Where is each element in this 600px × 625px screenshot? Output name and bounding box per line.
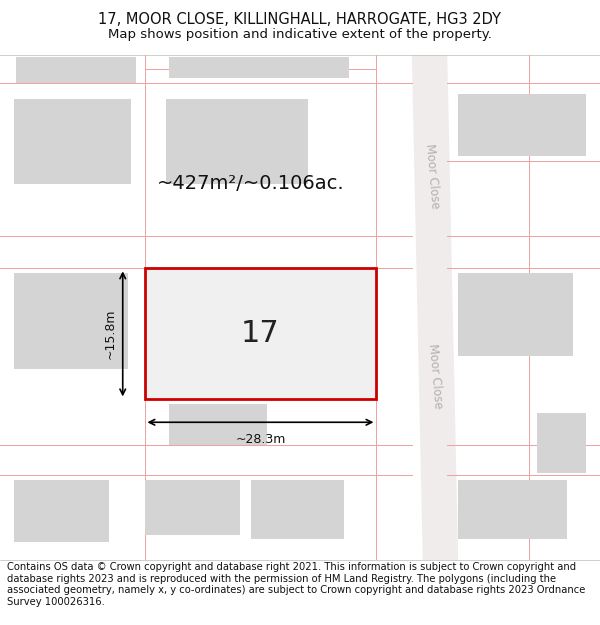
Text: Map shows position and indicative extent of the property.: Map shows position and indicative extent…	[108, 28, 492, 41]
Text: ~15.8m: ~15.8m	[104, 309, 117, 359]
Bar	[169, 58, 349, 78]
Bar	[458, 479, 567, 539]
Bar	[537, 413, 586, 472]
Bar	[169, 404, 267, 445]
Polygon shape	[412, 55, 458, 560]
Bar	[537, 94, 586, 156]
Text: 17, MOOR CLOSE, KILLINGHALL, HARROGATE, HG3 2DY: 17, MOOR CLOSE, KILLINGHALL, HARROGATE, …	[98, 12, 502, 27]
Bar	[14, 273, 128, 369]
Bar	[145, 479, 240, 535]
Bar	[458, 94, 578, 156]
Bar	[14, 99, 131, 184]
Bar	[175, 273, 289, 353]
Text: Contains OS data © Crown copyright and database right 2021. This information is : Contains OS data © Crown copyright and d…	[7, 562, 586, 607]
Bar	[458, 273, 573, 356]
Text: ~427m²/~0.106ac.: ~427m²/~0.106ac.	[157, 174, 345, 193]
Text: Moor Close: Moor Close	[426, 343, 445, 409]
Bar	[14, 479, 109, 542]
Bar	[16, 58, 136, 82]
Text: Moor Close: Moor Close	[422, 144, 442, 210]
Bar	[166, 99, 308, 184]
Text: 17: 17	[241, 319, 280, 348]
Bar	[251, 479, 344, 539]
Bar	[145, 269, 376, 399]
Text: ~28.3m: ~28.3m	[235, 433, 286, 446]
